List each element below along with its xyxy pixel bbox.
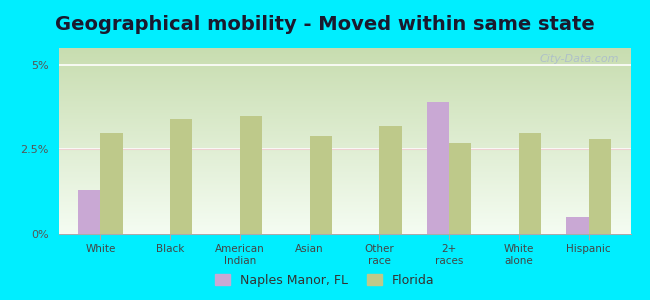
Bar [566, 217, 589, 234]
Bar [170, 119, 192, 234]
Text: City-Data.com: City-Data.com [540, 54, 619, 64]
Bar [100, 133, 123, 234]
Bar [519, 133, 541, 234]
Bar [240, 116, 262, 234]
Bar [78, 190, 100, 234]
Bar [427, 102, 449, 234]
Bar [449, 143, 471, 234]
Bar [380, 126, 402, 234]
Text: Geographical mobility - Moved within same state: Geographical mobility - Moved within sam… [55, 15, 595, 34]
Bar [589, 139, 611, 234]
Legend: Naples Manor, FL, Florida: Naples Manor, FL, Florida [211, 270, 439, 291]
Bar [309, 136, 332, 234]
